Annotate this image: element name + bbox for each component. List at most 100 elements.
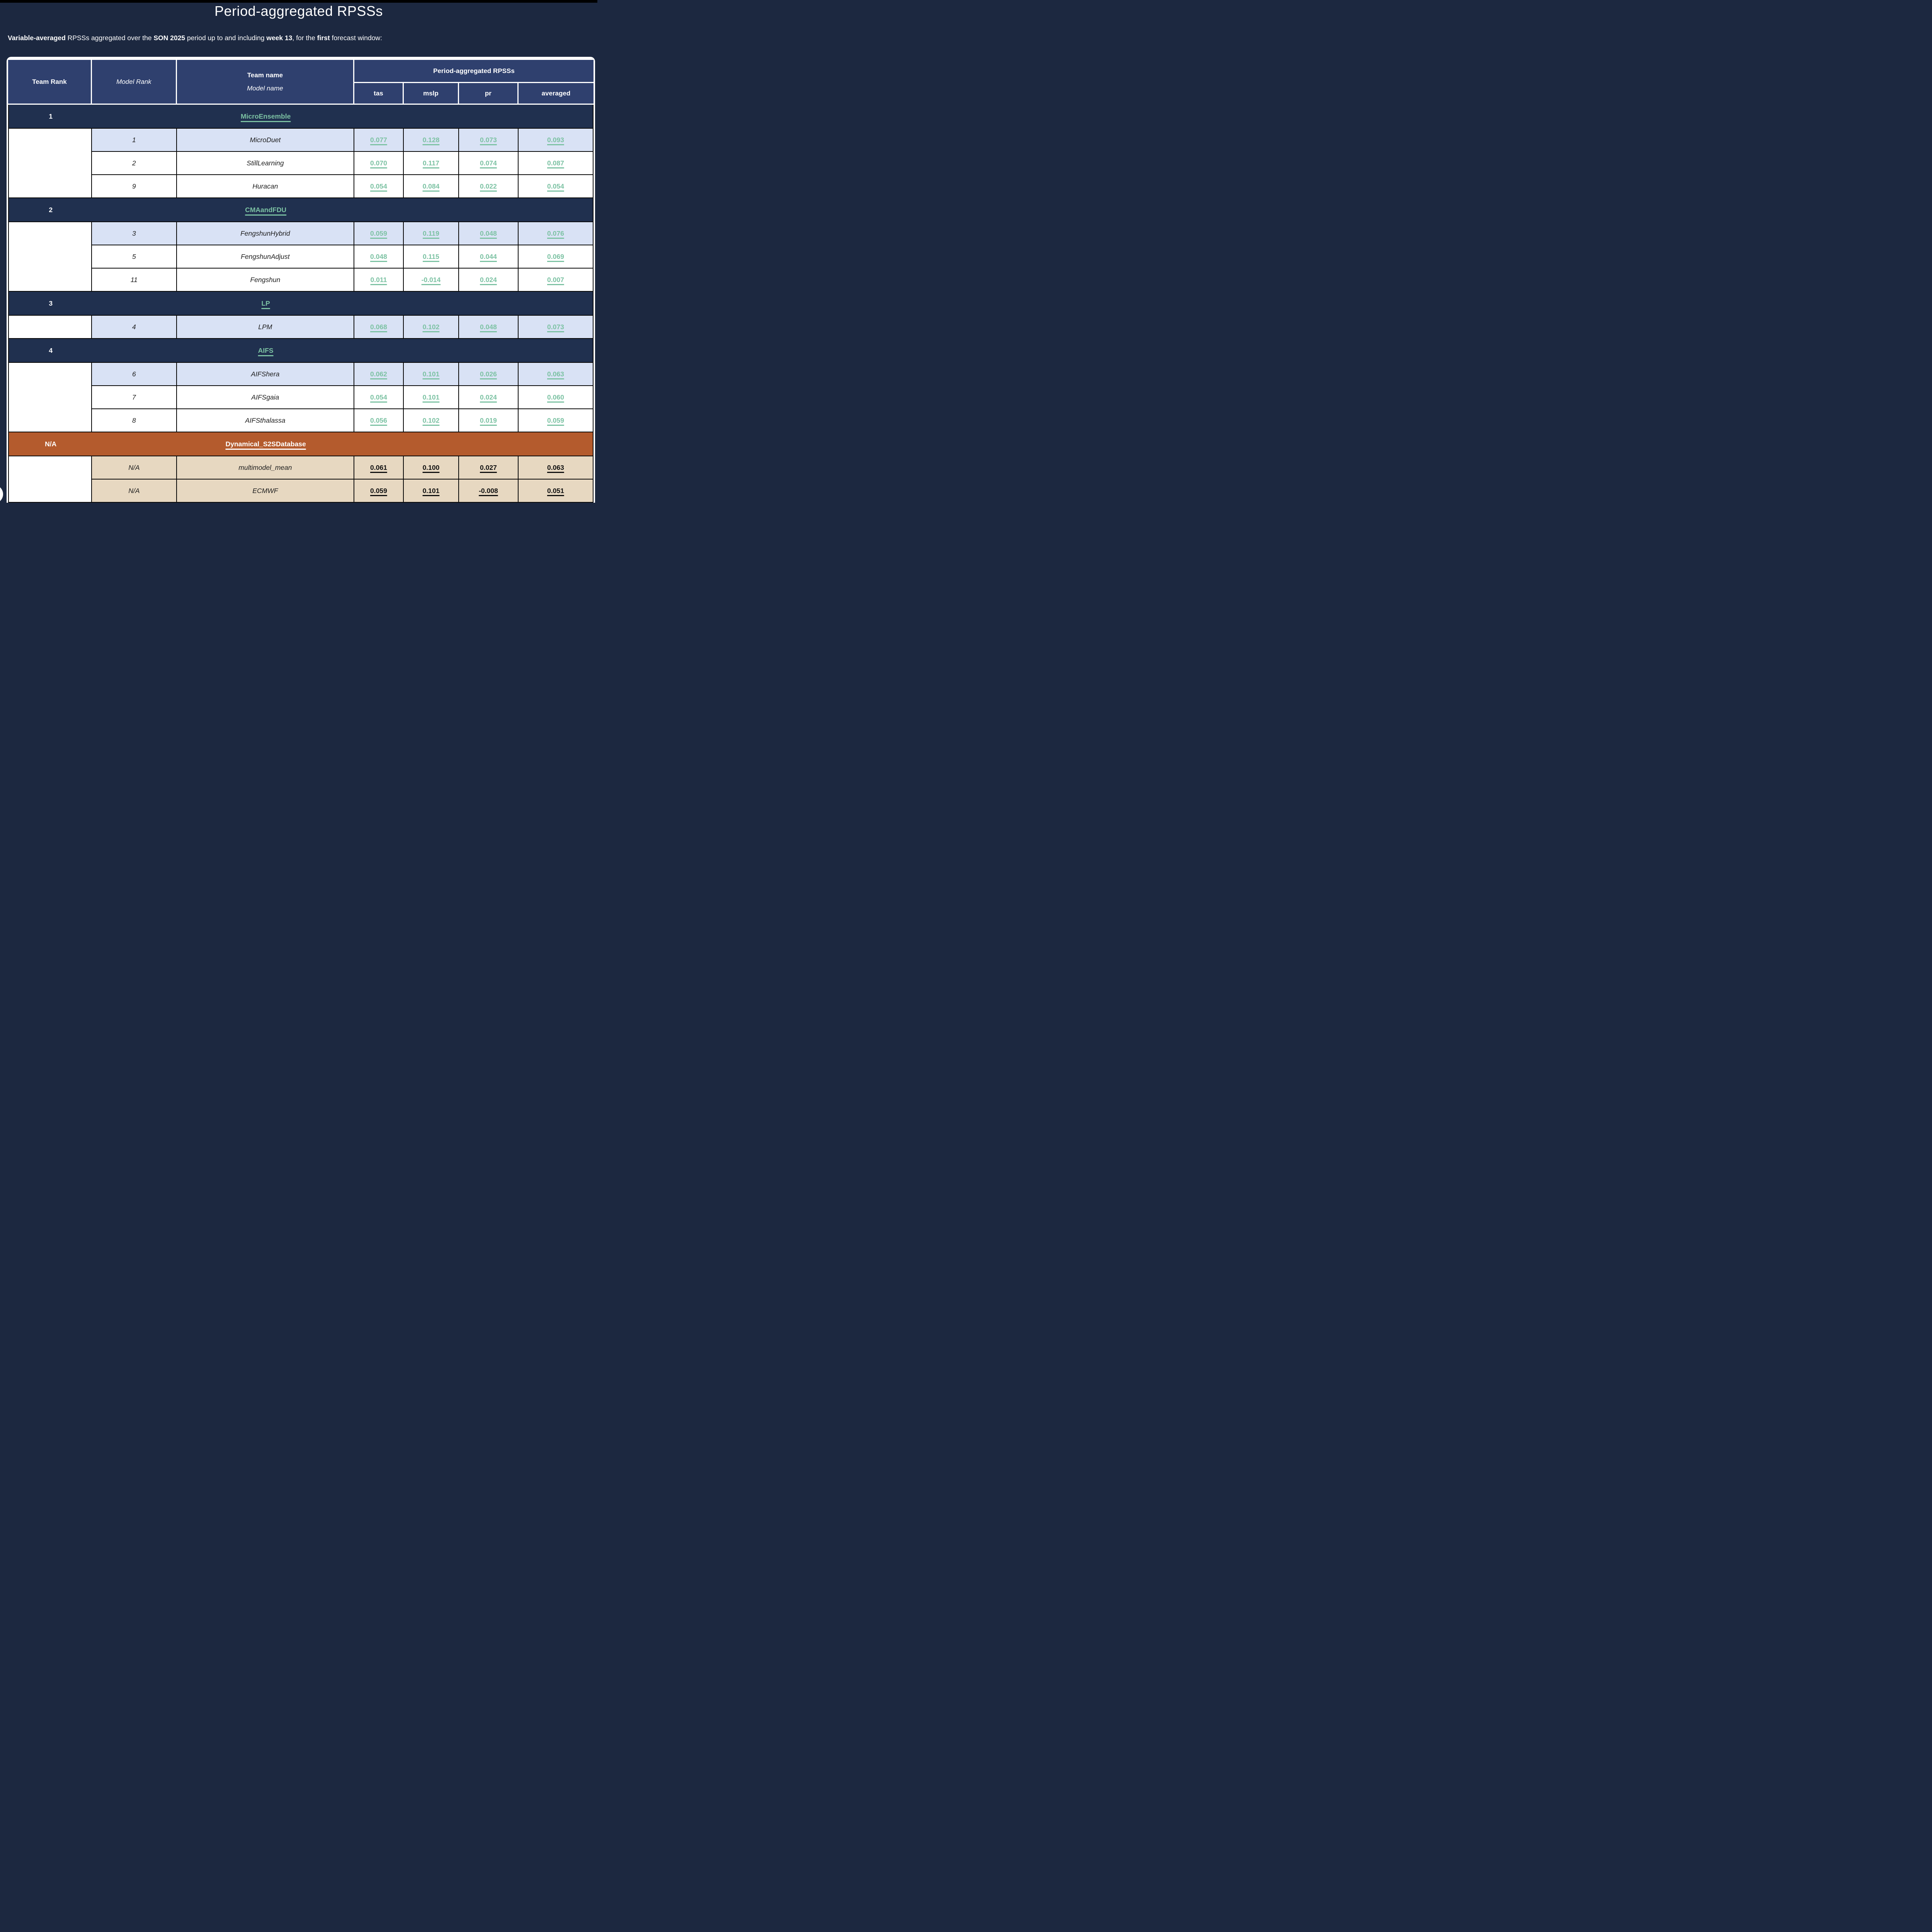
rpss-value-link[interactable]: 0.069 xyxy=(547,252,564,260)
rpss-value-cell: 0.102 xyxy=(403,409,459,432)
rpss-value-link[interactable]: 0.054 xyxy=(370,393,387,401)
team-rank-cell: N/A xyxy=(45,440,57,448)
rpss-value-link[interactable]: 0.044 xyxy=(480,252,497,260)
rpss-value-cell: 0.101 xyxy=(403,480,459,503)
rpss-value-link[interactable]: 0.115 xyxy=(423,252,439,260)
rpss-value-cell: 0.056 xyxy=(354,409,404,432)
rpss-value-link[interactable]: 0.074 xyxy=(480,159,497,167)
rpss-value-link[interactable]: 0.077 xyxy=(370,136,387,144)
rpss-value-link[interactable]: 0.048 xyxy=(480,323,497,331)
rpss-value-link[interactable]: 0.128 xyxy=(422,136,440,144)
rpss-value-link[interactable]: 0.060 xyxy=(547,393,564,401)
rpss-value-link[interactable]: 0.087 xyxy=(547,159,564,167)
rpss-value-link[interactable]: 0.062 xyxy=(370,370,387,378)
team-rank-cell: 2 xyxy=(49,206,53,214)
team-name-link[interactable]: Dynamical_S2SDatabase xyxy=(225,440,306,448)
rpss-value-link[interactable]: 0.070 xyxy=(370,159,387,167)
model-name-cell: LPM xyxy=(177,316,354,339)
rpss-value-link[interactable]: 0.076 xyxy=(547,229,564,237)
team-name-link[interactable]: CMAandFDU xyxy=(245,206,287,214)
rpss-value-link[interactable]: 0.073 xyxy=(547,323,564,331)
table-body: 1 MicroEnsemble 1 MicroDuet 0.077 0.128 0.073 0… xyxy=(8,105,594,503)
rpss-value-cell: 0.077 xyxy=(354,129,404,152)
page-title: Period-aggregated RPSSs xyxy=(214,3,383,19)
rpss-value-link[interactable]: -0.008 xyxy=(479,486,498,495)
rpss-value-link[interactable]: 0.101 xyxy=(422,393,440,401)
rpss-value-link[interactable]: 0.102 xyxy=(422,323,440,331)
rpss-value-cell: 0.048 xyxy=(354,245,404,269)
rpss-value-link[interactable]: 0.117 xyxy=(423,159,439,167)
rpss-value-cell: 0.027 xyxy=(459,456,519,480)
rpss-value-cell: 0.062 xyxy=(354,363,404,386)
team-row: 3 LP xyxy=(8,292,594,316)
rpss-value-link[interactable]: 0.119 xyxy=(423,229,439,237)
rpss-value-link[interactable]: 0.102 xyxy=(422,416,440,424)
rpss-value-link[interactable]: -0.014 xyxy=(421,276,441,284)
rpss-value-cell: 0.073 xyxy=(518,316,594,339)
team-name-link[interactable]: MicroEnsemble xyxy=(241,112,291,120)
rpss-value-link[interactable]: 0.063 xyxy=(547,463,564,471)
rpss-value-link[interactable]: 0.056 xyxy=(370,416,387,424)
rpss-value-cell: 0.074 xyxy=(459,152,519,175)
rpss-value-cell: 0.019 xyxy=(459,409,519,432)
rpss-value-cell: 0.102 xyxy=(403,316,459,339)
rpss-value-link[interactable]: 0.007 xyxy=(547,276,564,284)
rpss-value-link[interactable]: 0.084 xyxy=(422,182,440,190)
rpss-value-link[interactable]: 0.048 xyxy=(480,229,497,237)
rpss-value-link[interactable]: 0.073 xyxy=(480,136,497,144)
rpss-value-link[interactable]: 0.048 xyxy=(370,252,387,260)
rpss-value-link[interactable]: 0.100 xyxy=(422,463,440,471)
model-rank-cell: 9 xyxy=(92,175,177,198)
rpss-value-link[interactable]: 0.059 xyxy=(370,486,387,495)
rpss-value-link[interactable]: 0.059 xyxy=(547,416,564,424)
rpss-value-cell: 0.119 xyxy=(403,222,459,245)
team-name-link[interactable]: AIFS xyxy=(258,346,274,354)
model-rank-cell: 2 xyxy=(92,152,177,175)
rpss-value-link[interactable]: 0.019 xyxy=(480,416,497,424)
rpss-value-cell: 0.060 xyxy=(518,386,594,409)
rpss-value-link[interactable]: 0.051 xyxy=(547,486,564,495)
rpss-value-link[interactable]: 0.093 xyxy=(547,136,564,144)
rpss-value-link[interactable]: 0.054 xyxy=(370,182,387,190)
model-rank-cell: 1 xyxy=(92,129,177,152)
team-name-cell: LP xyxy=(177,292,354,315)
rpss-value-link[interactable]: 0.022 xyxy=(480,182,497,190)
rpss-value-link[interactable]: 0.101 xyxy=(422,486,440,495)
header-name-column: Team name Model name xyxy=(177,60,354,104)
rpss-value-cell: 0.117 xyxy=(403,152,459,175)
rpss-value-link[interactable]: 0.024 xyxy=(480,393,497,401)
model-name-cell: Huracan xyxy=(177,175,354,198)
rpss-value-link[interactable]: 0.026 xyxy=(480,370,497,378)
rpss-value-link[interactable]: 0.011 xyxy=(370,276,387,284)
rpss-value-cell: -0.008 xyxy=(459,480,519,503)
rpss-value-link[interactable]: 0.024 xyxy=(480,276,497,284)
rpss-value-cell: 0.073 xyxy=(459,129,519,152)
team-rank-cell: 1 xyxy=(49,112,53,120)
model-name-cell: multimodel_mean xyxy=(177,456,354,480)
rpss-value-cell: 0.128 xyxy=(403,129,459,152)
team-row: 4 AIFS xyxy=(8,339,594,363)
rpss-value-cell: 0.101 xyxy=(403,363,459,386)
team-rank-spacer-cell xyxy=(8,456,92,503)
subtitle-segment: first xyxy=(317,34,330,42)
rpss-value-cell: 0.054 xyxy=(354,175,404,198)
floating-button-partial[interactable] xyxy=(0,485,3,503)
rpss-value-link[interactable]: 0.059 xyxy=(370,229,387,237)
model-rows: 1 MicroDuet 0.077 0.128 0.073 0.093 2 StillLear… xyxy=(8,129,594,198)
rpss-value-cell: 0.084 xyxy=(403,175,459,198)
rpss-value-link[interactable]: 0.061 xyxy=(370,463,387,471)
rpss-value-link[interactable]: 0.068 xyxy=(370,323,387,331)
rpss-value-link[interactable]: 0.054 xyxy=(547,182,564,190)
team-name-cell: MicroEnsemble xyxy=(177,105,354,128)
subtitle-segment: RPSSs aggregated over the xyxy=(65,34,154,42)
team-name-link[interactable]: LP xyxy=(261,299,270,307)
subtitle-segment: SON 2025 xyxy=(153,34,185,42)
rpss-value-link[interactable]: 0.101 xyxy=(422,370,440,378)
team-rank-cell: 4 xyxy=(49,346,53,354)
model-name-cell: AIFSthalassa xyxy=(177,409,354,432)
team-row: N/A Dynamical_S2SDatabase xyxy=(8,432,594,456)
rpss-value-link[interactable]: 0.027 xyxy=(480,463,497,471)
rpss-value-cell: 0.076 xyxy=(518,222,594,245)
rpss-value-cell: 0.100 xyxy=(403,456,459,480)
rpss-value-link[interactable]: 0.063 xyxy=(547,370,564,378)
